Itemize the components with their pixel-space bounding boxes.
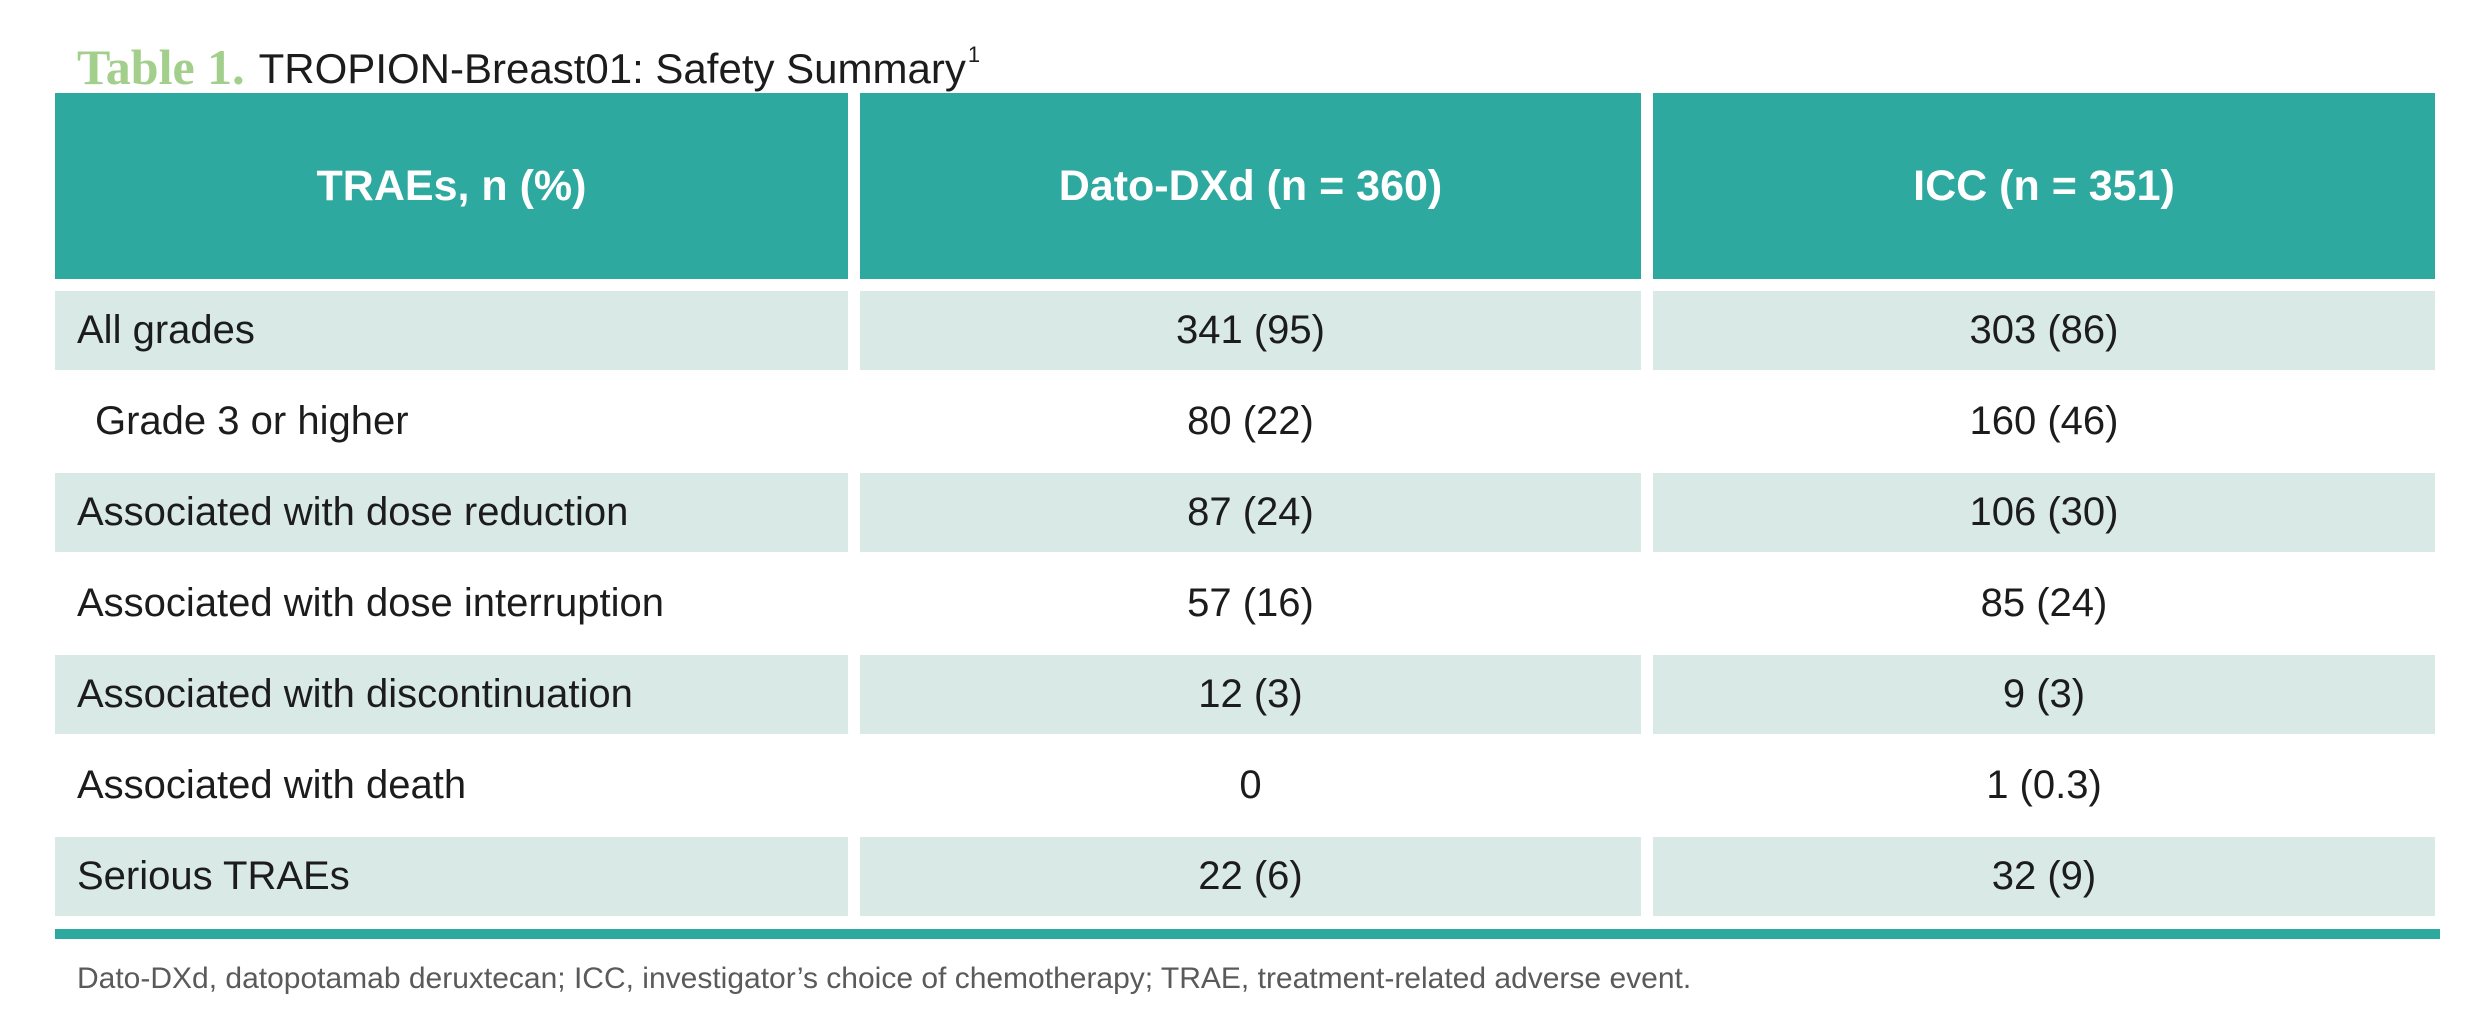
table-row: Associated with dose reduction 87 (24) 1… <box>55 473 2440 552</box>
dato-dxd-value: 80 (22) <box>860 382 1641 461</box>
table-caption: TROPION-Breast01: Safety Summary1 <box>258 44 980 92</box>
table-row: Associated with dose interruption 57 (16… <box>55 564 2440 643</box>
row-label: Grade 3 or higher <box>55 382 848 461</box>
row-label: Serious TRAEs <box>55 837 848 916</box>
header-traes: TRAEs, n (%) <box>55 93 848 279</box>
row-label: Associated with death <box>55 746 848 825</box>
row-label: Associated with dose interruption <box>55 564 848 643</box>
dato-dxd-value: 87 (24) <box>860 473 1641 552</box>
table-row: Associated with death 0 1 (0.3) <box>55 746 2440 825</box>
icc-value: 160 (46) <box>1653 382 2435 461</box>
table-footnote: Dato-DXd, datopotamab deruxtecan; ICC, i… <box>77 962 1692 995</box>
table-bottom-rule <box>55 929 2440 939</box>
table-row: All grades 341 (95) 303 (86) <box>55 291 2440 370</box>
header-dato-dxd: Dato-DXd (n = 360) <box>860 93 1641 279</box>
icc-value: 303 (86) <box>1653 291 2435 370</box>
icc-value: 32 (9) <box>1653 837 2435 916</box>
table-row: Grade 3 or higher 80 (22) 160 (46) <box>55 382 2440 461</box>
table-row: Serious TRAEs 22 (6) 32 (9) <box>55 837 2440 916</box>
dato-dxd-value: 57 (16) <box>860 564 1641 643</box>
table-title: Table 1. TROPION-Breast01: Safety Summar… <box>77 22 980 92</box>
reference-superscript: 1 <box>967 42 981 67</box>
table-row: Associated with discontinuation 12 (3) 9… <box>55 655 2440 734</box>
dato-dxd-value: 0 <box>860 746 1641 825</box>
table-number-label: Table 1. <box>77 39 245 95</box>
table-caption-text: TROPION-Breast01: Safety Summary <box>258 45 966 92</box>
header-icc: ICC (n = 351) <box>1653 93 2435 279</box>
icc-value: 9 (3) <box>1653 655 2435 734</box>
safety-summary-table: TRAEs, n (%) Dato-DXd (n = 360) ICC (n =… <box>55 93 2440 928</box>
icc-value: 106 (30) <box>1653 473 2435 552</box>
icc-value: 1 (0.3) <box>1653 746 2435 825</box>
row-label: Associated with discontinuation <box>55 655 848 734</box>
icc-value: 85 (24) <box>1653 564 2435 643</box>
row-label: Associated with dose reduction <box>55 473 848 552</box>
dato-dxd-value: 22 (6) <box>860 837 1641 916</box>
dato-dxd-value: 12 (3) <box>860 655 1641 734</box>
table-header-row: TRAEs, n (%) Dato-DXd (n = 360) ICC (n =… <box>55 93 2440 279</box>
dato-dxd-value: 341 (95) <box>860 291 1641 370</box>
row-label: All grades <box>55 291 848 370</box>
